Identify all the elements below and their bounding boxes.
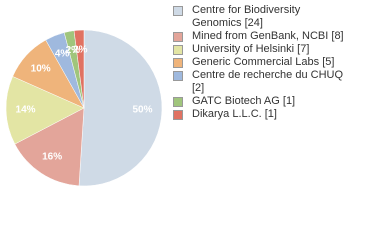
legend-item: Dikarya L.L.C. [1] xyxy=(173,108,351,121)
legend-swatch xyxy=(173,58,183,68)
slice-label: 2% xyxy=(66,45,81,56)
legend-item: University of Helsinki [7] xyxy=(173,43,351,56)
legend-swatch xyxy=(173,71,183,81)
legend-item: Mined from GenBank, NCBI [8] xyxy=(173,30,351,43)
legend-item: Centre for Biodiversity Genomics [24] xyxy=(173,4,351,30)
legend-label: GATC Biotech AG [1] xyxy=(192,95,296,107)
legend: Centre for Biodiversity Genomics [24] Min… xyxy=(173,4,351,121)
legend-item: GATC Biotech AG [1] xyxy=(173,95,351,108)
legend-label: Generic Commercial Labs [5] xyxy=(192,56,335,68)
legend-label: Centre for Biodiversity Genomics [24] xyxy=(192,4,301,29)
legend-item: Generic Commercial Labs [5] xyxy=(173,56,351,69)
slice-label: 4% xyxy=(55,48,70,59)
legend-label: Mined from GenBank, NCBI [8] xyxy=(192,30,344,42)
pie-slice xyxy=(78,29,163,187)
pie-slice xyxy=(73,29,85,109)
legend-swatch xyxy=(173,45,183,55)
pie-slice xyxy=(14,107,85,187)
pie: 50% 16% 14% 10% 4%2%2% xyxy=(5,29,163,187)
pie-slice xyxy=(5,76,85,145)
legend-swatch xyxy=(173,32,183,42)
legend-item: Centre de recherche du CHUQ [2] xyxy=(173,69,351,95)
legend-label: Centre de recherche du CHUQ [2] xyxy=(192,69,344,94)
legend-swatch xyxy=(173,110,183,120)
legend-swatch xyxy=(173,6,183,16)
legend-label: University of Helsinki [7] xyxy=(192,43,310,55)
slice-label: 50% xyxy=(132,105,152,116)
legend-label: Dikarya L.L.C. [1] xyxy=(192,108,277,120)
slice-label: 2% xyxy=(73,44,88,55)
slice-label: 10% xyxy=(31,63,51,74)
slice-label: 14% xyxy=(16,105,36,116)
legend-swatch xyxy=(173,97,183,107)
slice-label: 16% xyxy=(42,152,62,163)
